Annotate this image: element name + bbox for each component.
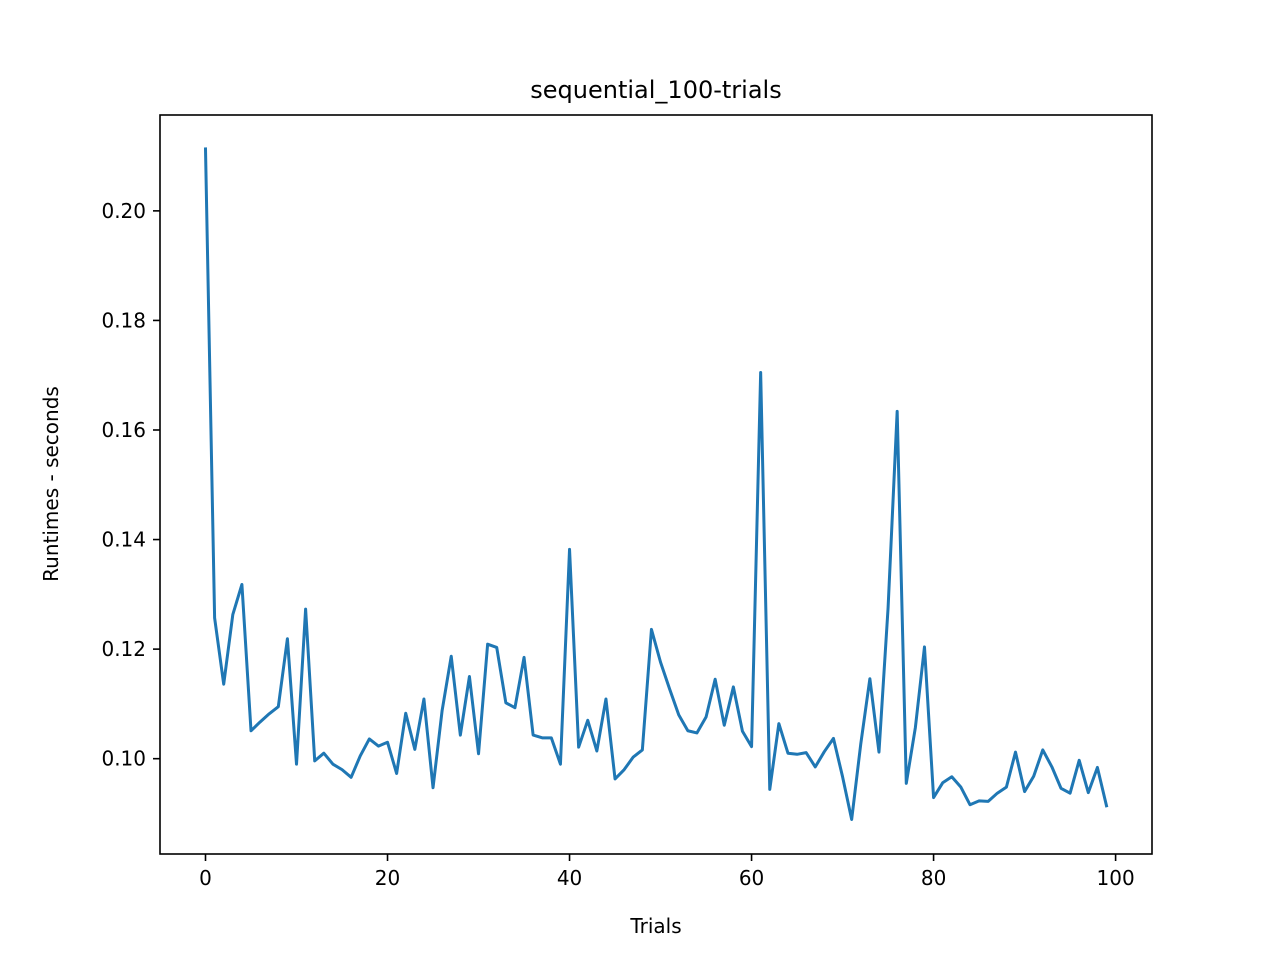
x-tick-label: 20	[375, 866, 400, 890]
axes-frame	[159, 114, 1153, 855]
y-tick-label: 0.16	[101, 418, 146, 442]
y-tick-label: 0.10	[101, 747, 146, 771]
y-tick-label: 0.14	[101, 528, 146, 552]
y-tick-label: 0.18	[101, 308, 146, 332]
y-tick-label: 0.12	[101, 637, 146, 661]
x-tick-label: 80	[921, 866, 946, 890]
x-tick-label: 40	[557, 866, 582, 890]
plot-area	[203, 147, 1109, 821]
x-axis-ticks: 0 20 40 60 80 100	[199, 854, 1135, 890]
x-tick-label: 100	[1097, 866, 1135, 890]
y-tick-label: 0.20	[101, 199, 146, 223]
y-axis-label: Runtimes - seconds	[39, 386, 63, 582]
chart-title: sequential_100-trials	[530, 76, 781, 104]
x-tick-label: 0	[199, 866, 212, 890]
x-axis-label: Trials	[629, 914, 681, 938]
x-tick-label: 60	[739, 866, 764, 890]
series-line-0	[203, 147, 1109, 821]
y-axis-ticks: 0.10 0.12 0.14 0.16 0.18 0.20	[101, 199, 160, 771]
